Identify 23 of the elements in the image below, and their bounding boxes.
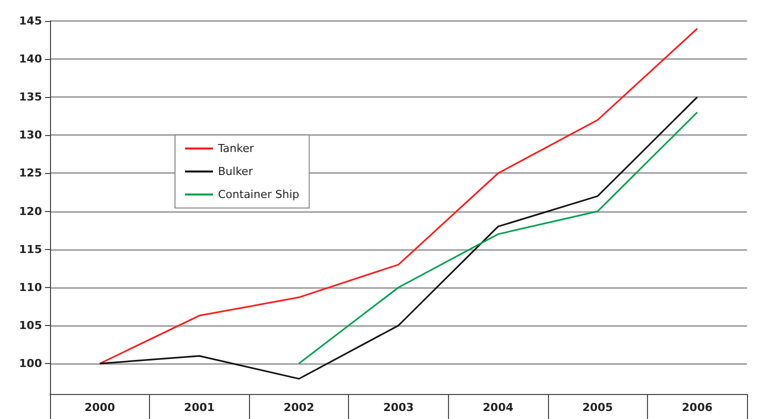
y-tick-label: 100 [19, 357, 42, 370]
line-series [98, 28, 698, 364]
x-tick-label: 2000 [84, 401, 116, 414]
y-tick-label: 115 [19, 242, 42, 256]
x-tick-label: 2006 [682, 401, 713, 414]
legend-label: Tanker [217, 142, 254, 155]
y-tick-label: 145 [19, 14, 42, 28]
y-tick-label: 130 [19, 128, 42, 142]
y-tick-label: 125 [19, 166, 42, 180]
legend-label: Bulker [218, 165, 254, 178]
y-tick-label: 135 [19, 90, 42, 104]
x-tick-label: 2002 [284, 401, 314, 414]
y-tick-label: 140 [19, 52, 42, 66]
y-tick-label: 120 [19, 204, 42, 218]
y-tick-label: 110 [19, 280, 42, 294]
line-series [298, 112, 698, 364]
x-tick-label: 2003 [383, 401, 414, 414]
x-tick-label: 2004 [482, 401, 514, 414]
x-tick-label: 2005 [582, 401, 613, 414]
line-series [98, 96, 698, 380]
legend-label: Container Ship [218, 188, 300, 201]
x-tick-label: 2001 [184, 401, 215, 414]
y-tick-label: 105 [19, 318, 42, 332]
